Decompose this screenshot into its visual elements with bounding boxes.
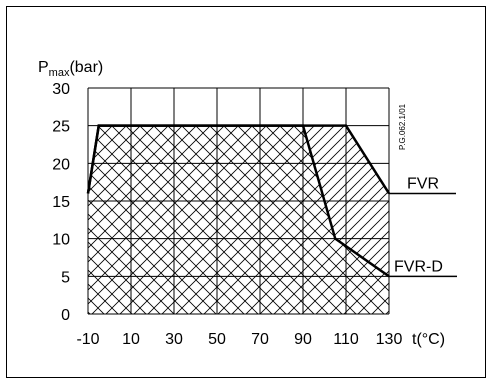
y-tick-label-5: 25 (52, 119, 70, 136)
y-axis-label-unit: (bar) (69, 59, 103, 76)
x-tick-label-1: 10 (122, 331, 140, 348)
y-axis-label: Pmax(bar) (38, 59, 103, 79)
series-label-fvr: FVR (407, 175, 439, 192)
fvr-d-line (86, 124, 390, 278)
doc-code: P.G.062.1/01 (398, 103, 407, 150)
y-tick-label-0: 0 (61, 307, 70, 324)
x-tick-label-3: 50 (208, 331, 226, 348)
x-tick-label-7: 130 (376, 331, 403, 348)
y-tick-label-4: 20 (52, 156, 70, 173)
y-tick-label-3: 15 (52, 194, 70, 211)
x-tick-label-2: 30 (165, 331, 183, 348)
x-tick-label-4: 70 (251, 331, 269, 348)
x-axis-label: t(°C) (412, 331, 445, 348)
y-tick-label-6: 30 (52, 81, 70, 98)
y-tick-label-2: 10 (52, 232, 70, 249)
chart-frame (6, 6, 486, 378)
x-tick-label-6: 110 (333, 331, 359, 348)
y-axis-label-sub: max (49, 67, 70, 79)
fvr-d-area (88, 125, 389, 315)
x-tick-label-0: -10 (76, 331, 99, 348)
y-tick-label-1: 5 (61, 269, 70, 286)
y-axis-label-main: P (38, 59, 49, 76)
x-tick-label-5: 90 (294, 331, 312, 348)
series-label-fvr-d: FVR-D (394, 258, 443, 275)
